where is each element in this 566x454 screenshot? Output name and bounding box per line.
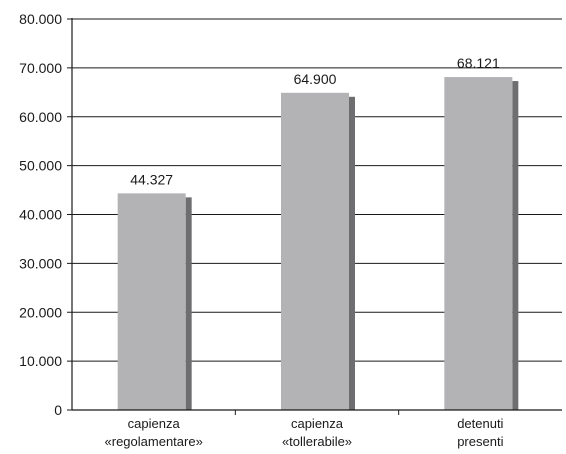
bar-shadow bbox=[512, 81, 519, 411]
data-labels: 44.327 64.900 68.121 bbox=[130, 55, 500, 187]
x-axis-category-labels: capienza «regolamentare» capienza «tollerab… bbox=[105, 416, 504, 449]
x-category-label: «regolamentare» bbox=[105, 434, 203, 449]
y-tick-label: 0 bbox=[54, 402, 62, 418]
bar bbox=[281, 92, 349, 411]
y-axis-tick-labels: 0 10.000 20.000 30.000 40.000 50.000 60.000 70.… bbox=[19, 11, 62, 418]
axes bbox=[67, 18, 562, 415]
data-label: 64.900 bbox=[294, 71, 337, 87]
bar-shadow bbox=[185, 197, 192, 410]
x-category-label: «tollerabile» bbox=[282, 434, 352, 449]
x-category-label: detenuti bbox=[457, 416, 503, 431]
y-tick-label: 70.000 bbox=[19, 60, 62, 76]
bar bbox=[444, 77, 513, 411]
y-tick-label: 40.000 bbox=[19, 207, 62, 223]
bar bbox=[117, 193, 186, 410]
data-label: 44.327 bbox=[130, 171, 173, 187]
y-tick-label: 10.000 bbox=[19, 353, 62, 369]
x-category-label: capienza bbox=[128, 416, 181, 431]
x-category-label: capienza bbox=[291, 416, 344, 431]
y-tick-label: 60.000 bbox=[19, 109, 62, 125]
y-tick-label: 30.000 bbox=[19, 255, 62, 271]
x-category-label: presenti bbox=[457, 434, 503, 449]
bar-shadow bbox=[349, 96, 355, 411]
y-tick-label: 50.000 bbox=[19, 158, 62, 174]
data-label: 68.121 bbox=[457, 55, 500, 71]
bars bbox=[117, 77, 519, 411]
y-tick-label: 20.000 bbox=[19, 304, 62, 320]
y-tick-label: 80.000 bbox=[19, 11, 62, 27]
